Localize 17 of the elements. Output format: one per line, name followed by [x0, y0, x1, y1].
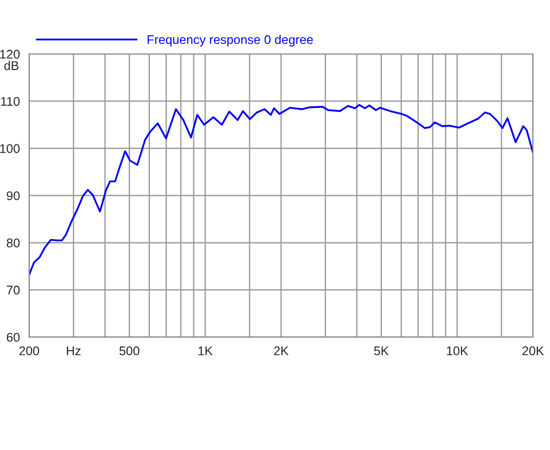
x-tick-label: 5K — [374, 346, 389, 356]
x-tick-label: 2K — [274, 346, 289, 356]
x-tick-label: 500 — [119, 346, 140, 356]
y-tick-label: 120 — [0, 50, 20, 59]
y-axis-title: dB — [4, 60, 18, 70]
x-tick-label: 1K — [198, 346, 213, 356]
text: Frequency response 0 degree — [148, 34, 313, 46]
y-tick-label: 60 — [6, 332, 20, 342]
y-tick-label: 110 — [1, 96, 20, 106]
y-tick-label: 100 — [0, 144, 20, 153]
x-tick-label: Hz — [66, 346, 81, 356]
y-tick-label: 80 — [6, 238, 20, 248]
y-tick-label: 70 — [6, 286, 20, 295]
x-tick-label: 200 — [19, 346, 40, 356]
x-tick-label: 10K — [446, 346, 468, 356]
x-tick-label: 20K — [522, 346, 544, 356]
y-tick-label: 90 — [6, 191, 20, 200]
